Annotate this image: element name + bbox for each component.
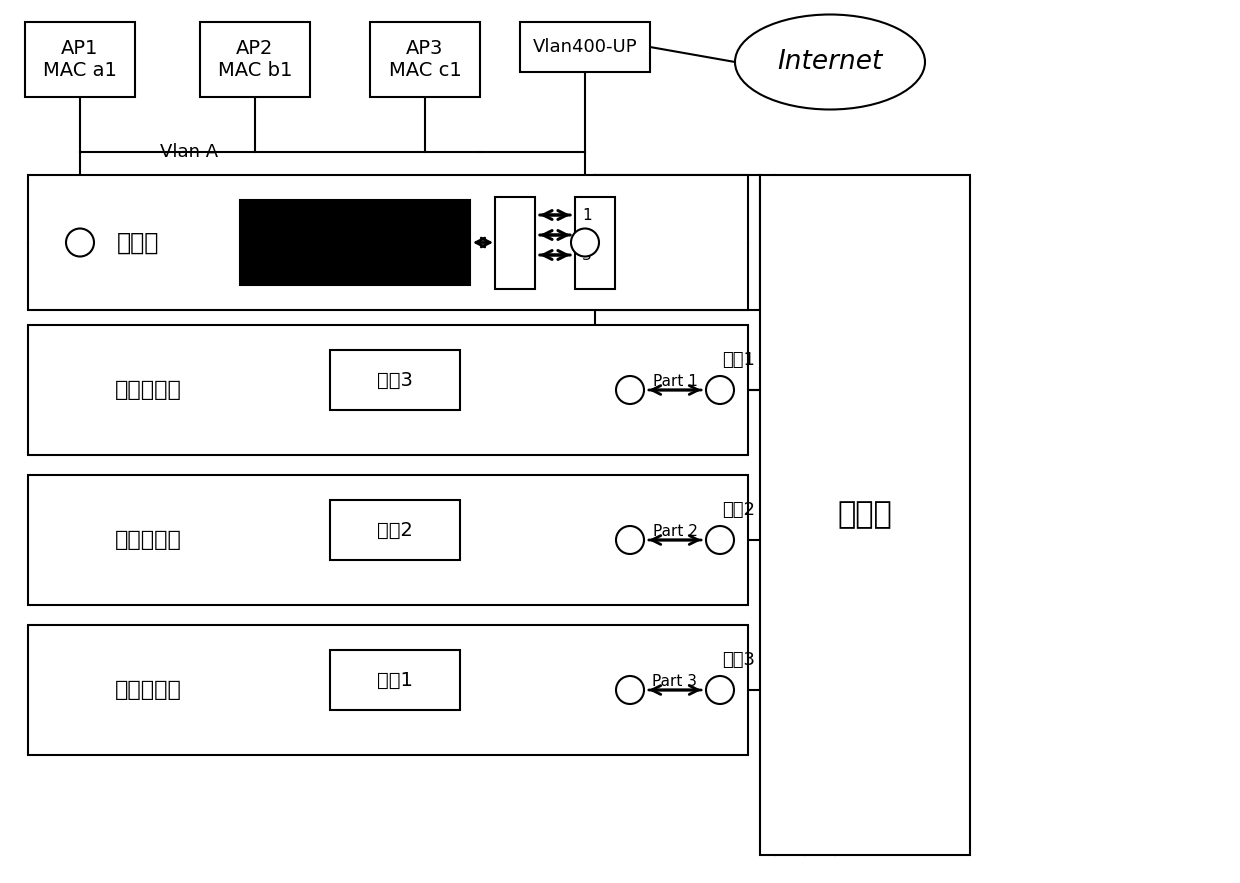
Text: Part 2: Part 2	[652, 525, 697, 540]
Bar	[575, 197, 615, 289]
Ellipse shape	[735, 14, 925, 109]
Circle shape	[616, 376, 644, 404]
Circle shape	[706, 526, 734, 554]
Text: 接口1: 接口1	[377, 670, 413, 690]
Text: 业务处理板: 业务处理板	[114, 530, 181, 550]
Text: 业务处理板: 业务处理板	[114, 680, 181, 700]
Bar	[760, 175, 970, 855]
Text: 通道1: 通道1	[722, 351, 755, 369]
Text: AP3
MAC c1: AP3 MAC c1	[388, 39, 461, 80]
Circle shape	[616, 526, 644, 554]
Bar	[330, 350, 460, 410]
Bar	[495, 197, 534, 289]
Bar	[29, 475, 748, 605]
Bar	[25, 22, 135, 97]
Text: 通道2: 通道2	[722, 501, 755, 519]
Text: Vlan400-UP: Vlan400-UP	[533, 38, 637, 56]
Text: Internet: Internet	[777, 49, 883, 75]
Text: 主控板: 主控板	[838, 501, 893, 530]
Bar	[29, 325, 748, 455]
Text: 接口2: 接口2	[377, 520, 413, 540]
Bar	[520, 22, 650, 72]
Circle shape	[616, 676, 644, 704]
Text: Vlan A: Vlan A	[160, 143, 218, 161]
Circle shape	[706, 676, 734, 704]
Bar	[241, 200, 470, 285]
Text: 接口3: 接口3	[377, 371, 413, 389]
Text: 接口板: 接口板	[117, 230, 159, 254]
Text: 2: 2	[582, 228, 591, 243]
Text: AP1
MAC a1: AP1 MAC a1	[43, 39, 117, 80]
Bar	[200, 22, 310, 97]
Bar	[29, 175, 748, 310]
Text: AP2
MAC b1: AP2 MAC b1	[218, 39, 293, 80]
Text: 3: 3	[582, 247, 591, 262]
Circle shape	[570, 229, 599, 256]
Text: 1: 1	[582, 208, 591, 223]
Bar	[370, 22, 480, 97]
Bar	[330, 650, 460, 710]
Text: 业务处理板: 业务处理板	[114, 380, 181, 400]
Circle shape	[706, 376, 734, 404]
Circle shape	[66, 229, 94, 256]
Text: Part 3: Part 3	[652, 675, 697, 690]
Bar	[330, 500, 460, 560]
Text: 通道3: 通道3	[722, 651, 755, 669]
Bar	[29, 625, 748, 755]
Text: Part 1: Part 1	[652, 374, 697, 389]
